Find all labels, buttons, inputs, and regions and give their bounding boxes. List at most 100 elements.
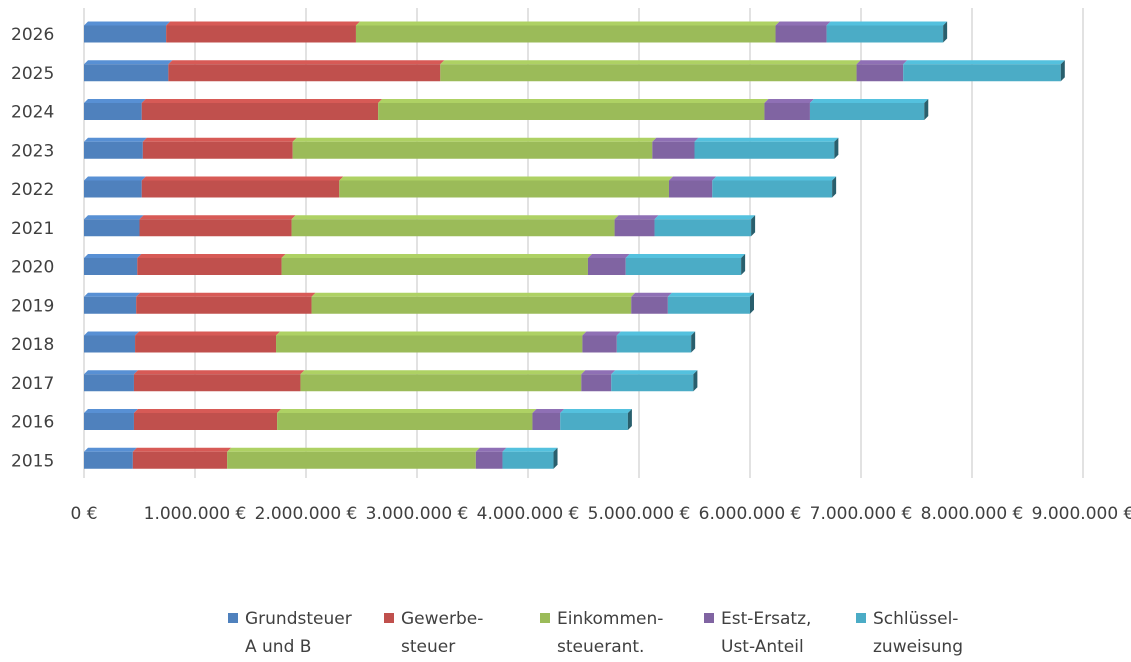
bar-segment xyxy=(668,176,717,198)
category-axis-labels: 2015 2016 2017 2018 2019 2020 2021 2022 2023 2024… xyxy=(11,25,54,471)
category-label: 2024 xyxy=(11,103,54,123)
bar-segment xyxy=(166,21,360,43)
legend-label: zuweisung xyxy=(873,637,963,657)
bar-segment xyxy=(84,176,146,198)
category-label: 2023 xyxy=(11,141,54,161)
category-label: 2022 xyxy=(11,180,54,200)
legend-label: A und B xyxy=(245,637,311,657)
bar-segment xyxy=(137,254,286,275)
bar-segment xyxy=(84,292,141,314)
bar-segment xyxy=(652,137,699,159)
category-label: 2016 xyxy=(11,413,54,433)
legend-item: Schlüssel-zuweisung xyxy=(856,609,963,657)
legend-swatch xyxy=(704,613,714,623)
bar-segment xyxy=(667,292,754,314)
category-label: 2019 xyxy=(11,296,54,316)
legend-item: Gewerbe-steuer xyxy=(384,609,483,657)
legend-item: Grundsteuer A und B xyxy=(228,609,352,657)
legend-label: Schlüssel- xyxy=(873,609,958,629)
bar-segment xyxy=(339,176,673,198)
bar-segment xyxy=(856,60,908,82)
value-axis-labels: 0 € 1.000.000 € 2.000.000 € 3.000.000 € 4.00… xyxy=(70,504,1131,524)
bar-segment xyxy=(560,409,632,430)
x-tick-label: 3.000.000 € xyxy=(366,504,469,524)
x-tick-label: 1.000.000 € xyxy=(144,504,247,524)
bar-segment xyxy=(581,370,616,392)
x-tick-label: 8.000.000 € xyxy=(921,504,1024,524)
bar-segment xyxy=(614,215,659,237)
bar-segment xyxy=(84,60,173,82)
bar-segment xyxy=(133,370,305,392)
bar-segment xyxy=(625,254,746,275)
legend-label: steuer xyxy=(401,637,455,657)
category-label: 2017 xyxy=(11,374,54,394)
bar-segment xyxy=(712,176,837,198)
bar-segment xyxy=(440,60,861,82)
category-label: 2025 xyxy=(11,64,54,84)
bar-segment xyxy=(654,215,756,237)
bar-segment xyxy=(84,99,146,120)
legend-label: Est-Ersatz, xyxy=(721,609,811,629)
legend-label: steuerant. xyxy=(557,637,644,657)
x-tick-label: 6.000.000 € xyxy=(699,504,802,524)
bar-segment xyxy=(292,137,657,159)
legend: Grundsteuer A und B Gewerbe-steuer Einkomme… xyxy=(228,609,963,657)
bar-segment xyxy=(281,254,592,275)
bar-segment xyxy=(277,409,537,430)
bar-segment xyxy=(764,99,814,120)
x-tick-label: 5.000.000 € xyxy=(588,504,691,524)
bar-segment xyxy=(826,21,948,43)
x-tick-label: 2.000.000 € xyxy=(255,504,358,524)
bar-segment xyxy=(84,137,147,159)
x-tick-label: 9.000.000 € xyxy=(1032,504,1131,524)
bar-segment xyxy=(141,176,344,198)
legend-item: Einkommen-steuerant. xyxy=(540,609,663,657)
bar-segment xyxy=(168,60,445,82)
bar-segment xyxy=(475,447,507,469)
category-label: 2020 xyxy=(11,258,54,278)
bar-segment xyxy=(582,331,621,353)
legend-label: Ust-Anteil xyxy=(721,637,804,657)
legend-swatch xyxy=(856,613,866,623)
bar-segment xyxy=(694,137,839,159)
bar-segment xyxy=(142,137,297,159)
bar-segment xyxy=(587,254,630,275)
bar-segment xyxy=(532,409,565,430)
bar-segment xyxy=(809,99,929,120)
legend-label: Gewerbe- xyxy=(401,609,483,629)
bar-segment xyxy=(141,99,383,120)
bar-segment xyxy=(355,21,780,43)
bar-segment xyxy=(135,331,281,353)
bar-segment xyxy=(133,409,282,430)
x-tick-label: 4.000.000 € xyxy=(477,504,580,524)
bar-segment xyxy=(84,21,171,43)
bar-segment xyxy=(84,215,144,237)
x-tick-label: 0 € xyxy=(70,504,97,524)
legend-item: Est-Ersatz, Ust-Anteil xyxy=(704,609,811,657)
gridlines xyxy=(83,8,1084,478)
bar-segment xyxy=(136,292,316,314)
bar-segment xyxy=(631,292,672,314)
category-label: 2018 xyxy=(11,335,54,355)
bars xyxy=(84,21,1065,469)
bar-segment xyxy=(903,60,1065,82)
bar-segment xyxy=(616,331,696,353)
bar-segment xyxy=(84,409,138,430)
bar-segment xyxy=(84,331,140,353)
x-tick-label: 7.000.000 € xyxy=(810,504,913,524)
bar-segment xyxy=(276,331,587,353)
legend-swatch xyxy=(540,613,550,623)
bar-segment xyxy=(227,447,480,469)
category-label: 2015 xyxy=(11,451,54,471)
bar-segment xyxy=(84,447,137,469)
bar-segment xyxy=(139,215,296,237)
bar-segment xyxy=(311,292,636,314)
bar-segment xyxy=(132,447,232,469)
legend-label: Einkommen- xyxy=(557,609,663,629)
bar-segment xyxy=(84,254,142,275)
bar-segment xyxy=(502,447,558,469)
category-label: 2026 xyxy=(11,25,54,45)
legend-swatch xyxy=(228,613,238,623)
bar-segment xyxy=(291,215,619,237)
